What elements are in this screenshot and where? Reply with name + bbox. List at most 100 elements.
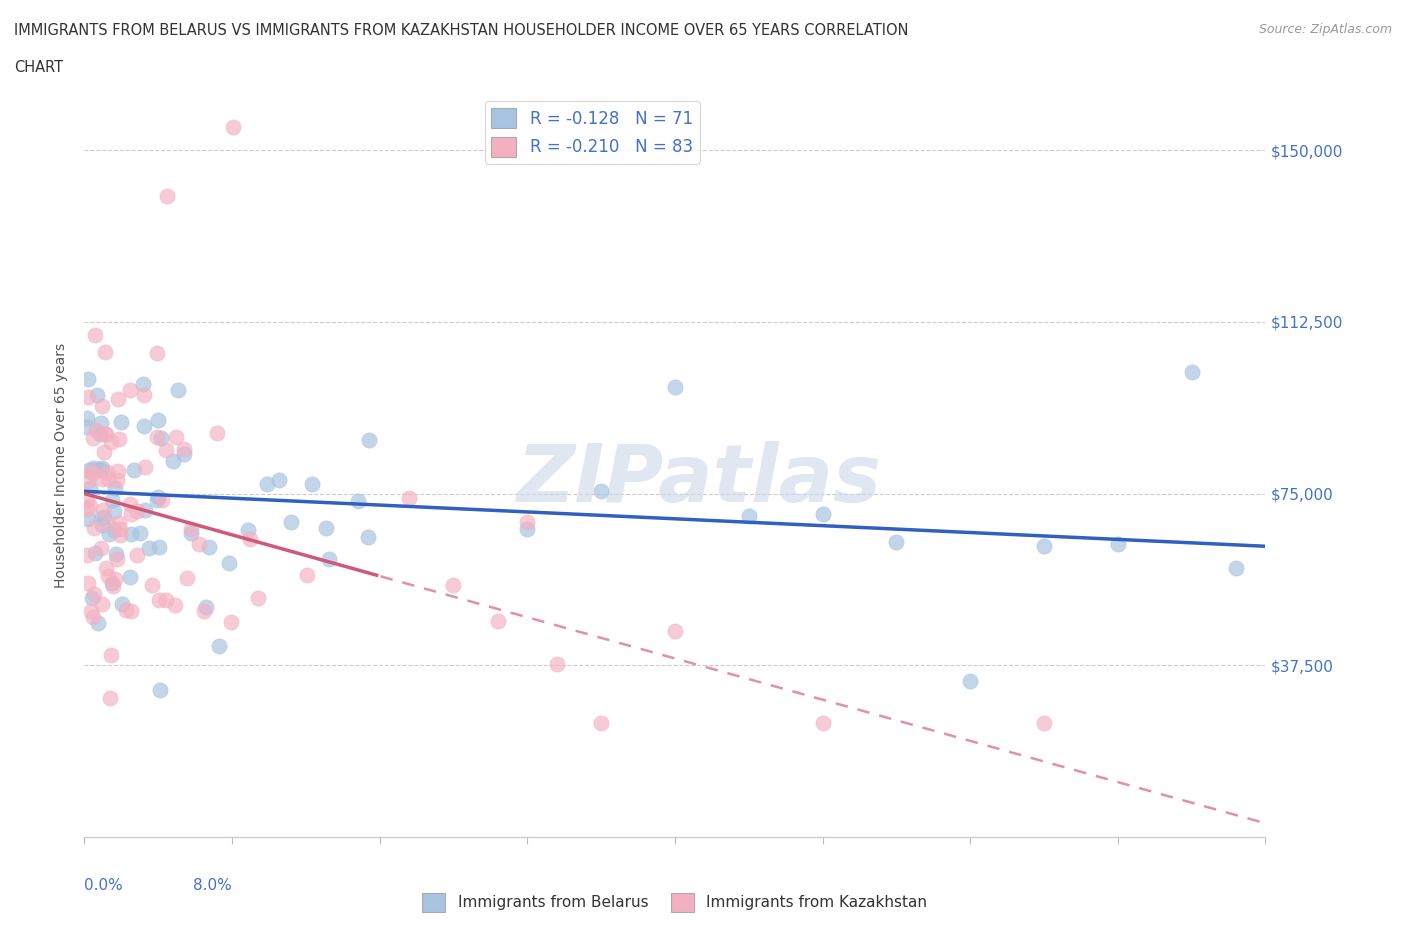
Point	[94, 344, 117, 359]
Point	[105, 547, 128, 562]
Point	[121, 526, 143, 541]
Point	[77, 512, 100, 526]
Point	[101, 493, 124, 508]
Point	[221, 614, 243, 629]
Point	[101, 576, 124, 591]
Point	[150, 493, 173, 508]
Point	[125, 548, 148, 563]
Point	[1225, 561, 1247, 576]
Point	[76, 411, 98, 426]
Point	[98, 691, 121, 706]
Point	[96, 427, 118, 442]
Point	[115, 603, 138, 618]
Point	[93, 445, 115, 459]
Text: CHART: CHART	[14, 60, 63, 75]
Point	[82, 460, 104, 475]
Point	[664, 624, 686, 639]
Point	[103, 504, 125, 519]
Point	[269, 472, 291, 487]
Point	[146, 345, 169, 360]
Point	[441, 578, 464, 592]
Point	[173, 446, 195, 461]
Point	[180, 522, 202, 537]
Point	[315, 521, 337, 536]
Point	[959, 673, 981, 688]
Point	[120, 570, 142, 585]
Point	[134, 387, 156, 402]
Point	[83, 521, 105, 536]
Point	[82, 609, 104, 624]
Text: 0.0%: 0.0%	[84, 878, 124, 893]
Point	[83, 587, 105, 602]
Point	[357, 530, 380, 545]
Point	[104, 481, 127, 496]
Point	[239, 532, 262, 547]
Point	[91, 502, 114, 517]
Legend: Immigrants from Belarus, Immigrants from Kazakhstan: Immigrants from Belarus, Immigrants from…	[416, 887, 934, 918]
Point	[76, 493, 98, 508]
Point	[1032, 538, 1054, 553]
Point	[247, 591, 270, 605]
Point	[80, 604, 103, 618]
Point	[145, 430, 167, 445]
Point	[134, 459, 156, 474]
Point	[111, 596, 134, 611]
Point	[148, 539, 170, 554]
Point	[591, 484, 613, 498]
Point	[76, 502, 98, 517]
Point	[132, 377, 155, 392]
Point	[100, 434, 122, 449]
Point	[90, 472, 112, 486]
Point	[110, 415, 132, 430]
Point	[80, 464, 103, 479]
Point	[516, 522, 538, 537]
Point	[89, 427, 111, 442]
Point	[398, 491, 420, 506]
Point	[1107, 537, 1129, 551]
Point	[886, 535, 908, 550]
Point	[301, 476, 323, 491]
Point	[148, 490, 170, 505]
Text: ZIPatlas: ZIPatlas	[516, 441, 882, 519]
Point	[167, 383, 190, 398]
Point	[546, 657, 568, 671]
Point	[79, 480, 101, 495]
Y-axis label: Householder Income Over 65 years: Householder Income Over 65 years	[55, 342, 69, 588]
Point	[108, 527, 131, 542]
Point	[163, 597, 186, 612]
Point	[103, 571, 125, 586]
Point	[120, 507, 142, 522]
Point	[97, 569, 120, 584]
Point	[82, 431, 104, 445]
Point	[96, 561, 118, 576]
Point	[101, 578, 124, 593]
Point	[120, 604, 142, 618]
Point	[87, 616, 110, 631]
Point	[77, 390, 100, 405]
Point	[149, 682, 172, 697]
Point	[120, 497, 142, 512]
Point	[122, 462, 145, 477]
Point	[76, 547, 98, 562]
Legend: R = -0.128   N = 71, R = -0.210   N = 83: R = -0.128 N = 71, R = -0.210 N = 83	[485, 101, 700, 164]
Point	[347, 494, 370, 509]
Point	[318, 551, 340, 566]
Point	[218, 555, 240, 570]
Point	[256, 477, 278, 492]
Text: 8.0%: 8.0%	[193, 878, 232, 893]
Point	[120, 382, 142, 397]
Point	[155, 443, 177, 458]
Point	[77, 576, 100, 591]
Point	[77, 463, 100, 478]
Point	[97, 516, 120, 531]
Point	[105, 551, 128, 566]
Point	[664, 379, 686, 394]
Point	[1032, 715, 1054, 730]
Point	[84, 546, 107, 561]
Point	[91, 460, 114, 475]
Point	[90, 416, 112, 431]
Point	[811, 506, 834, 521]
Point	[103, 523, 125, 538]
Point	[90, 463, 112, 478]
Point	[486, 614, 509, 629]
